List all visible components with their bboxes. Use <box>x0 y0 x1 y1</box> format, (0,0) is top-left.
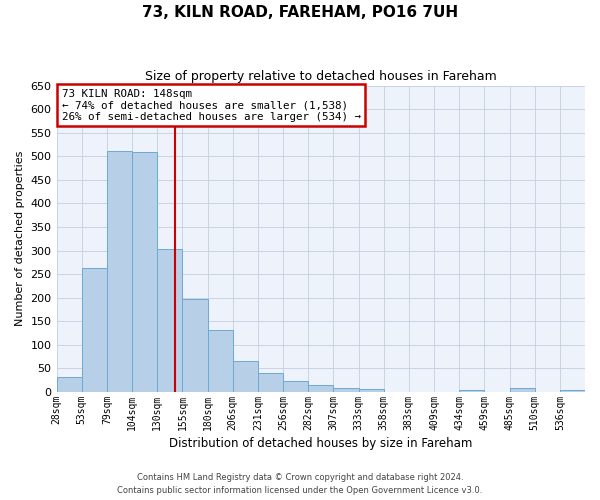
Text: Contains HM Land Registry data © Crown copyright and database right 2024.
Contai: Contains HM Land Registry data © Crown c… <box>118 474 482 495</box>
Bar <box>157 249 182 392</box>
Bar <box>308 385 334 392</box>
Bar <box>283 381 308 392</box>
Bar <box>560 390 585 392</box>
Bar <box>82 268 107 392</box>
Bar <box>359 389 383 392</box>
Title: Size of property relative to detached houses in Fareham: Size of property relative to detached ho… <box>145 70 497 83</box>
Bar <box>509 388 535 392</box>
Bar <box>56 377 82 392</box>
Y-axis label: Number of detached properties: Number of detached properties <box>15 151 25 326</box>
Bar <box>233 361 258 392</box>
Bar <box>208 330 233 392</box>
Text: 73 KILN ROAD: 148sqm
← 74% of detached houses are smaller (1,538)
26% of semi-de: 73 KILN ROAD: 148sqm ← 74% of detached h… <box>62 88 361 122</box>
Text: 73, KILN ROAD, FAREHAM, PO16 7UH: 73, KILN ROAD, FAREHAM, PO16 7UH <box>142 5 458 20</box>
Bar <box>459 390 484 392</box>
Bar <box>258 373 283 392</box>
Bar <box>132 152 157 392</box>
X-axis label: Distribution of detached houses by size in Fareham: Distribution of detached houses by size … <box>169 437 472 450</box>
Bar <box>334 388 359 392</box>
Bar <box>107 150 132 392</box>
Bar <box>182 299 208 392</box>
